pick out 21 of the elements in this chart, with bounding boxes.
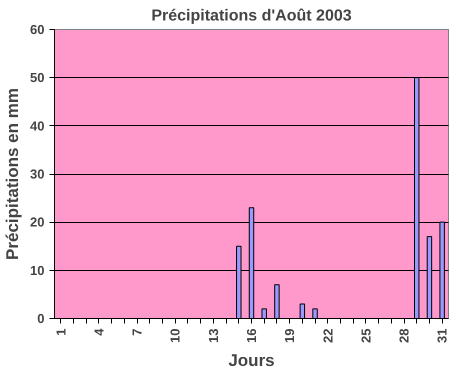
- x-tick-label: 28: [396, 328, 412, 343]
- y-tick-label: 50: [30, 70, 45, 86]
- x-tick-label: 10: [168, 328, 183, 343]
- y-tick-label: 60: [30, 22, 45, 37]
- y-tick-label: 20: [30, 214, 45, 230]
- x-tick-label: 25: [358, 328, 374, 343]
- x-tick-label: 4: [91, 328, 106, 336]
- x-tick-label: 13: [206, 328, 221, 343]
- x-tick-label: 19: [282, 328, 298, 343]
- y-tick-label: 0: [37, 311, 45, 326]
- x-tick-label: 1: [53, 328, 68, 336]
- x-tick-label: 31: [434, 328, 450, 343]
- chart-title: Précipitations d'Août 2003: [151, 8, 352, 24]
- x-tick-label: 7: [130, 328, 145, 336]
- x-axis-title: Jours: [228, 350, 275, 370]
- y-axis-title: Précipitations en mm: [3, 88, 22, 260]
- x-tick-label: 22: [320, 328, 336, 343]
- x-tick-label: 16: [244, 328, 259, 343]
- y-tick-label: 30: [30, 166, 45, 182]
- y-tick-label: 10: [30, 262, 45, 278]
- y-tick-label: 40: [30, 118, 45, 134]
